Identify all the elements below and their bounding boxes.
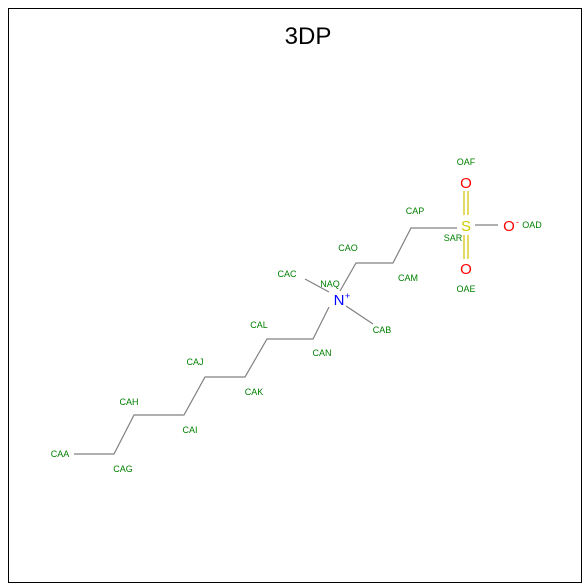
atom-label-cak: CAK	[245, 387, 264, 397]
oxygen-atom-right: O	[503, 218, 515, 235]
alkyl-chain-bond	[74, 306, 330, 455]
atom-label-cap: CAP	[406, 206, 425, 216]
atom-label-caj: CAJ	[186, 357, 203, 367]
atom-label-cah: CAH	[119, 397, 138, 407]
atom-label-oae: OAE	[456, 284, 475, 294]
bond-lines	[74, 191, 498, 455]
atom-label-cai: CAI	[182, 425, 197, 435]
atom-label-oad: OAD	[522, 220, 542, 230]
atom-label-naq: NAQ	[320, 279, 340, 289]
atom-label-caa: CAA	[51, 449, 70, 459]
atom-label-can: CAN	[312, 348, 331, 358]
atom-label-cab: CAB	[373, 325, 392, 335]
atom-label-sar: SAR	[444, 233, 463, 243]
molecule-diagram: 3DP N + S O O - O OAF CAP SAR OAD OAE CA…	[51, 23, 543, 474]
methyl-cac-bond	[304, 278, 330, 293]
atom-label-cal: CAL	[250, 320, 268, 330]
atom-label-cac: CAC	[277, 269, 297, 279]
atom-label-oaf: OAF	[457, 157, 476, 167]
propyl-chain-bond	[339, 227, 457, 292]
oxygen-atom-bottom: O	[460, 261, 472, 278]
methyl-cab-bond	[345, 305, 374, 325]
oxygen-atom-top: O	[460, 175, 472, 192]
nitrogen-atom: N	[334, 292, 345, 309]
atom-label-cag: CAG	[113, 464, 133, 474]
molecule-title: 3DP	[285, 23, 332, 50]
nitrogen-charge: +	[345, 291, 350, 301]
oxygen-charge: -	[516, 217, 519, 227]
sulfur-atom: S	[461, 218, 471, 235]
atom-labels: OAF CAP SAR OAD OAE CAO CAM CAC NAQ CAB …	[51, 157, 543, 474]
atom-label-cam: CAM	[398, 273, 418, 283]
diagram-frame: 3DP N + S O O - O OAF CAP SAR OAD OAE CA…	[8, 8, 582, 583]
atom-label-cao: CAO	[338, 243, 358, 253]
